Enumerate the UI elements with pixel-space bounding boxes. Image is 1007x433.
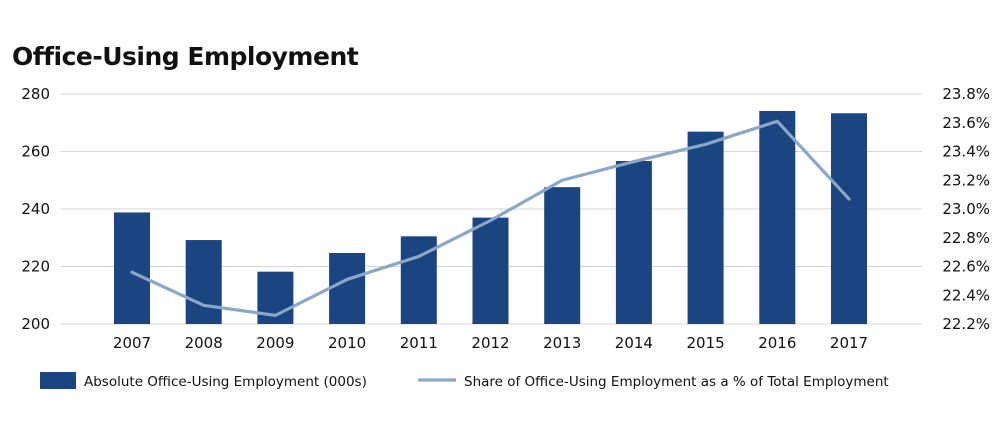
x-axis-tick-label: 2011 bbox=[400, 334, 438, 352]
legend-label-line: Share of Office-Using Employment as a % … bbox=[464, 374, 889, 390]
left-axis-tick-label: 280 bbox=[21, 85, 50, 103]
left-axis-tick-label: 260 bbox=[21, 143, 50, 161]
x-axis-tick-label: 2012 bbox=[471, 334, 509, 352]
bar-2016 bbox=[759, 110, 796, 325]
right-axis-ticks: 22.2% 22.4% 22.6% 22.8% 23.0% 23.2% 23.4% 23.6%… bbox=[942, 85, 990, 333]
bar-2010 bbox=[329, 252, 366, 324]
x-axis-tick-label: 2010 bbox=[328, 334, 366, 352]
legend: Absolute Office-Using Employment (000s) … bbox=[40, 372, 889, 390]
x-axis-ticks: 2007 2008 2009 2010 2011 2012 2013 2014 2015 2016… bbox=[113, 334, 868, 352]
x-axis-tick-label: 2009 bbox=[256, 334, 294, 352]
right-axis-tick-label: 23.2% bbox=[942, 171, 990, 189]
bar-2008 bbox=[185, 240, 222, 324]
line-series bbox=[130, 119, 851, 317]
bar-series bbox=[114, 110, 867, 325]
bar-2015 bbox=[687, 131, 724, 324]
x-axis-tick-label: 2008 bbox=[185, 334, 223, 352]
left-axis-ticks: 200 220 240 260 280 bbox=[21, 85, 50, 333]
chart-title: Office-Using Employment bbox=[12, 42, 359, 71]
x-axis-tick-label: 2007 bbox=[113, 334, 151, 352]
x-axis-tick-label: 2015 bbox=[687, 334, 725, 352]
left-axis-tick-label: 240 bbox=[21, 200, 50, 218]
right-axis-tick-label: 23.8% bbox=[942, 85, 990, 103]
bar-2013 bbox=[544, 187, 581, 324]
bar-2007 bbox=[114, 212, 150, 324]
bar-2017 bbox=[831, 113, 867, 324]
x-axis-tick-label: 2016 bbox=[758, 334, 796, 352]
right-axis-tick-label: 22.4% bbox=[942, 286, 990, 304]
left-axis-tick-label: 220 bbox=[21, 258, 50, 276]
right-axis-tick-label: 22.2% bbox=[942, 315, 990, 333]
legend-label-bar: Absolute Office-Using Employment (000s) bbox=[84, 374, 367, 390]
bar-2012 bbox=[472, 217, 509, 324]
right-axis-tick-label: 23.6% bbox=[942, 114, 990, 132]
bar-2014 bbox=[615, 160, 652, 324]
left-axis-tick-label: 200 bbox=[21, 315, 50, 333]
right-axis-tick-label: 23.0% bbox=[942, 200, 990, 218]
x-axis-tick-label: 2014 bbox=[615, 334, 653, 352]
x-axis-tick-label: 2013 bbox=[543, 334, 581, 352]
right-axis-tick-label: 23.4% bbox=[942, 143, 990, 161]
share-line bbox=[130, 119, 851, 317]
right-axis-tick-label: 22.6% bbox=[942, 258, 990, 276]
legend-swatch-bar bbox=[40, 372, 76, 389]
x-axis-tick-label: 2017 bbox=[830, 334, 868, 352]
right-axis-tick-label: 22.8% bbox=[942, 229, 990, 247]
